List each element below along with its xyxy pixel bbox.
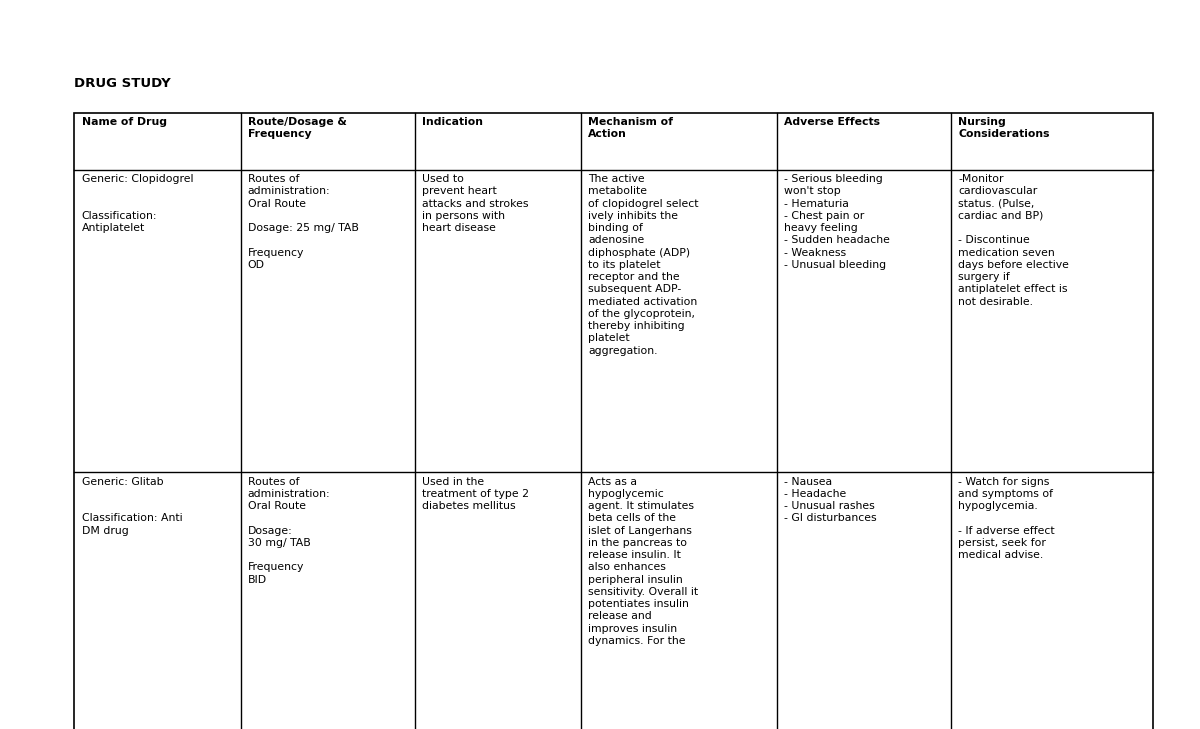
Text: Generic: Clopidogrel


Classification:
Antiplatelet: Generic: Clopidogrel Classification: Ant… bbox=[82, 174, 193, 233]
Text: Adverse Effects: Adverse Effects bbox=[785, 117, 881, 128]
Text: - Nausea
- Headache
- Unusual rashes
- GI disturbances: - Nausea - Headache - Unusual rashes - G… bbox=[785, 477, 877, 523]
Text: The active
metabolite
of clopidogrel select
ively inhibits the
binding of
adenos: The active metabolite of clopidogrel sel… bbox=[588, 174, 698, 356]
Text: Name of Drug: Name of Drug bbox=[82, 117, 167, 128]
Text: Mechanism of
Action: Mechanism of Action bbox=[588, 117, 673, 139]
Text: Nursing
Considerations: Nursing Considerations bbox=[959, 117, 1050, 139]
Text: Routes of
administration:
Oral Route

Dosage:
30 mg/ TAB

Frequency
BID: Routes of administration: Oral Route Dos… bbox=[247, 477, 330, 585]
Bar bbox=[74, 113, 1153, 729]
Text: - Watch for signs
and symptoms of
hypoglycemia.

- If adverse effect
persist, se: - Watch for signs and symptoms of hypogl… bbox=[959, 477, 1055, 560]
Text: Used in the
treatment of type 2
diabetes mellitus: Used in the treatment of type 2 diabetes… bbox=[421, 477, 529, 511]
Text: Acts as a
hypoglycemic
agent. It stimulates
beta cells of the
islet of Langerhan: Acts as a hypoglycemic agent. It stimula… bbox=[588, 477, 698, 646]
Text: Used to
prevent heart
attacks and strokes
in persons with
heart disease: Used to prevent heart attacks and stroke… bbox=[421, 174, 528, 233]
Text: DRUG STUDY: DRUG STUDY bbox=[74, 77, 172, 90]
Text: Indication: Indication bbox=[421, 117, 482, 128]
Text: Route/Dosage &
Frequency: Route/Dosage & Frequency bbox=[247, 117, 347, 139]
Text: Routes of
administration:
Oral Route

Dosage: 25 mg/ TAB

Frequency
OD: Routes of administration: Oral Route Dos… bbox=[247, 174, 359, 270]
Text: - Serious bleeding
won't stop
- Hematuria
- Chest pain or
heavy feeling
- Sudden: - Serious bleeding won't stop - Hematuri… bbox=[785, 174, 890, 270]
Text: Generic: Glitab


Classification: Anti
DM drug: Generic: Glitab Classification: Anti DM … bbox=[82, 477, 182, 536]
Text: -Monitor
cardiovascular
status. (Pulse,
cardiac and BP)

- Discontinue
medicatio: -Monitor cardiovascular status. (Pulse, … bbox=[959, 174, 1069, 307]
